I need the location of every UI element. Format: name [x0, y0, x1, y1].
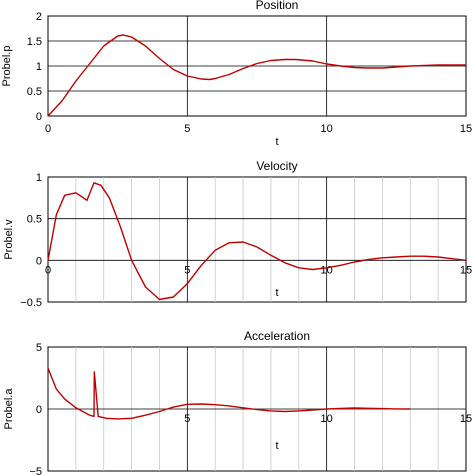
- chart-title: Position: [256, 0, 299, 12]
- y-tick-label: 1: [36, 61, 42, 73]
- y-tick-label: 0.5: [27, 86, 42, 98]
- x-axis-label: t: [275, 136, 278, 148]
- x-tick-label: 10: [321, 413, 333, 425]
- y-tick-label: 1: [36, 172, 42, 184]
- x-axis-label: t: [275, 440, 278, 452]
- series-line: [47, 34, 466, 117]
- y-axis-label: Probel.a: [3, 388, 15, 430]
- plot-area: [47, 176, 467, 303]
- y-tick-label: 0: [36, 111, 42, 123]
- x-tick-label: 5: [184, 413, 190, 425]
- chart-panel-acceleration: −5 0 5 5 10 15 Acceleration t Probel.a: [3, 329, 472, 475]
- x-tick-label: 15: [460, 264, 472, 276]
- y-tick-label: −0.5: [20, 297, 42, 309]
- x-tick-label: 10: [321, 264, 333, 276]
- chart-title: Velocity: [256, 159, 297, 173]
- y-tick-label: −5: [29, 466, 42, 475]
- y-tick-label: 2: [36, 11, 42, 23]
- chart-title: Acceleration: [244, 329, 310, 343]
- y-tick-label: 0.5: [27, 214, 42, 226]
- series-line: [47, 367, 411, 420]
- x-tick-label: 0: [45, 264, 51, 276]
- x-tick-label: 15: [460, 123, 472, 135]
- x-axis-label: t: [275, 287, 278, 299]
- x-tick-label: 0: [45, 123, 51, 135]
- x-tick-label: 5: [184, 123, 190, 135]
- x-tick-label: 10: [321, 123, 333, 135]
- y-tick-label: 0: [36, 404, 42, 416]
- y-axis-label: Probel.p: [1, 46, 13, 87]
- x-tick-label: 15: [460, 413, 472, 425]
- y-axis-label: Probel.v: [3, 219, 15, 260]
- x-tick-label: 5: [184, 264, 190, 276]
- chart-panel-position: 0 0.5 1 1.5 2 0 5 10 15 Position t Probel.p: [1, 0, 472, 148]
- y-tick-label: 5: [36, 342, 42, 354]
- series-line: [47, 182, 467, 301]
- y-tick-label: 1.5: [27, 36, 42, 48]
- y-tick-label: 0: [36, 255, 42, 267]
